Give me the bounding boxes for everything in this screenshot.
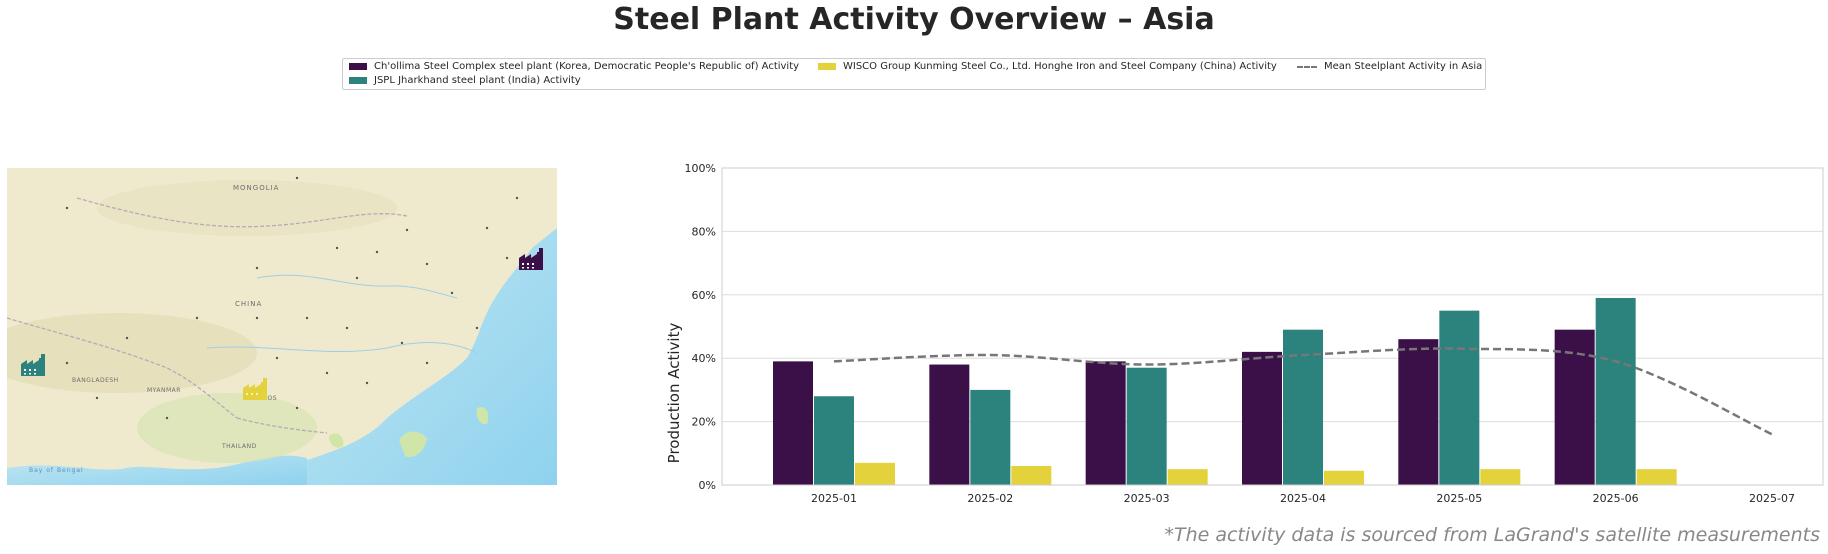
bar-chollima	[1085, 361, 1126, 485]
map-border-mongolia	[76, 197, 408, 228]
legend-item-jspl: JSPL Jharkhand steel plant (India) Activ…	[349, 75, 581, 86]
map-label-mongolia: MONGOLIA	[233, 184, 279, 192]
bar-wisco	[1167, 469, 1208, 485]
source-note: *The activity data is sourced from LaGra…	[1164, 524, 1820, 546]
map-label-laos: LAOS	[259, 395, 277, 402]
legend-swatch-jspl	[349, 77, 367, 84]
factory-icon[interactable]	[519, 248, 543, 270]
map-border-himalaya	[6, 317, 238, 419]
map-island-taiwan	[476, 406, 489, 425]
bar-jspl	[1595, 297, 1636, 485]
chart-legend: Ch'ollima Steel Complex steel plant (Kor…	[342, 58, 1486, 90]
y-tick-label: 40%	[692, 352, 716, 365]
map-sea-bay	[7, 455, 307, 485]
bar-jspl	[970, 389, 1011, 485]
bar-wisco	[855, 462, 895, 485]
bar-jspl	[1439, 310, 1480, 485]
x-tick-label: 2025-03	[1124, 492, 1170, 505]
y-tick-label: 0%	[699, 479, 716, 492]
y-tick-label: 80%	[692, 225, 716, 238]
bar-chollima	[929, 364, 970, 485]
map-terrain-desert	[97, 180, 397, 236]
map-terrain-green	[137, 393, 317, 463]
map-panel[interactable]: MONGOLIA CHINA BANGLADESH MYANMAR LAOS T…	[0, 168, 557, 485]
x-tick-labels: 2025-01 2025-02 2025-03 2025-04 2025-05 2025-…	[811, 492, 1795, 505]
legend-label-mean: Mean Steelplant Activity in Asia	[1324, 61, 1483, 72]
map-label-china: CHINA	[235, 300, 262, 308]
bar-wisco	[1480, 469, 1521, 485]
bar-wisco	[1011, 465, 1052, 485]
map-city-dots	[65, 176, 519, 420]
chart-panel: Production Activity 0% 20% 40% 60% 80% 100% 2…	[650, 160, 1828, 505]
legend-item-chollima: Ch'ollima Steel Complex steel plant (Kor…	[349, 61, 799, 72]
bars	[773, 297, 1677, 485]
x-tick-label: 2025-02	[967, 492, 1013, 505]
mean-activity-line	[833, 347, 1773, 436]
x-tick-label: 2025-06	[1593, 492, 1639, 505]
map-island-hainan	[329, 433, 344, 448]
legend-label-jspl: JSPL Jharkhand steel plant (India) Activ…	[374, 75, 581, 86]
bar-wisco	[1636, 469, 1677, 485]
y-axis-label: Production Activity	[665, 323, 683, 464]
map-svg[interactable]: MONGOLIA CHINA BANGLADESH MYANMAR LAOS T…	[0, 168, 557, 485]
legend-label-chollima: Ch'ollima Steel Complex steel plant (Kor…	[374, 61, 800, 72]
bar-wisco	[1324, 470, 1364, 485]
legend-label-wisco: WISCO Group Kunming Steel Co., Ltd. Hong…	[843, 61, 1277, 72]
factory-icon[interactable]	[243, 378, 267, 400]
bar-chart: Production Activity 0% 20% 40% 60% 80% 100% 2…	[665, 162, 1824, 505]
map-island-luzon	[399, 431, 427, 458]
map-label-myanmar: MYANMAR	[147, 387, 181, 394]
bar-jspl	[1126, 367, 1167, 485]
map-river-yangtze	[206, 342, 478, 354]
bar-jspl	[814, 396, 854, 485]
map-label-bay: Bay of Bengal	[29, 467, 84, 474]
map-label-bangladesh: BANGLADESH	[72, 377, 119, 384]
bar-chollima	[773, 361, 813, 485]
map-sea-pacific	[307, 228, 557, 485]
bar-chollima	[1242, 351, 1282, 485]
mean-line-layer	[833, 347, 1773, 436]
y-tick-label: 100%	[685, 162, 716, 175]
x-tick-label: 2025-01	[811, 492, 857, 505]
map-label-thailand: THAILAND	[221, 443, 257, 450]
map-terrain-plateau	[0, 313, 257, 393]
bar-chollima	[1398, 339, 1439, 485]
map-border-south	[236, 417, 328, 434]
x-tick-label: 2025-05	[1436, 492, 1482, 505]
legend-swatch-chollima	[349, 63, 367, 70]
map-river-yellow	[256, 274, 458, 299]
legend-item-wisco: WISCO Group Kunming Steel Co., Ltd. Hong…	[818, 61, 1277, 72]
legend-swatch-wisco	[818, 63, 836, 70]
bar-jspl	[1283, 329, 1323, 485]
plot-frame	[721, 167, 1824, 486]
page-title: Steel Plant Activity Overview – Asia	[613, 2, 1215, 37]
factory-icon[interactable]	[21, 354, 45, 376]
legend-dash-mean	[1297, 65, 1317, 68]
y-tick-label: 60%	[692, 289, 716, 302]
bar-chollima	[1554, 329, 1595, 485]
y-tick-labels: 0% 20% 40% 60% 80% 100%	[685, 162, 716, 492]
x-tick-label: 2025-07	[1749, 492, 1795, 505]
x-tick-label: 2025-04	[1280, 492, 1326, 505]
legend-item-mean: Mean Steelplant Activity in Asia	[1297, 61, 1482, 72]
y-tick-label: 20%	[692, 416, 716, 429]
